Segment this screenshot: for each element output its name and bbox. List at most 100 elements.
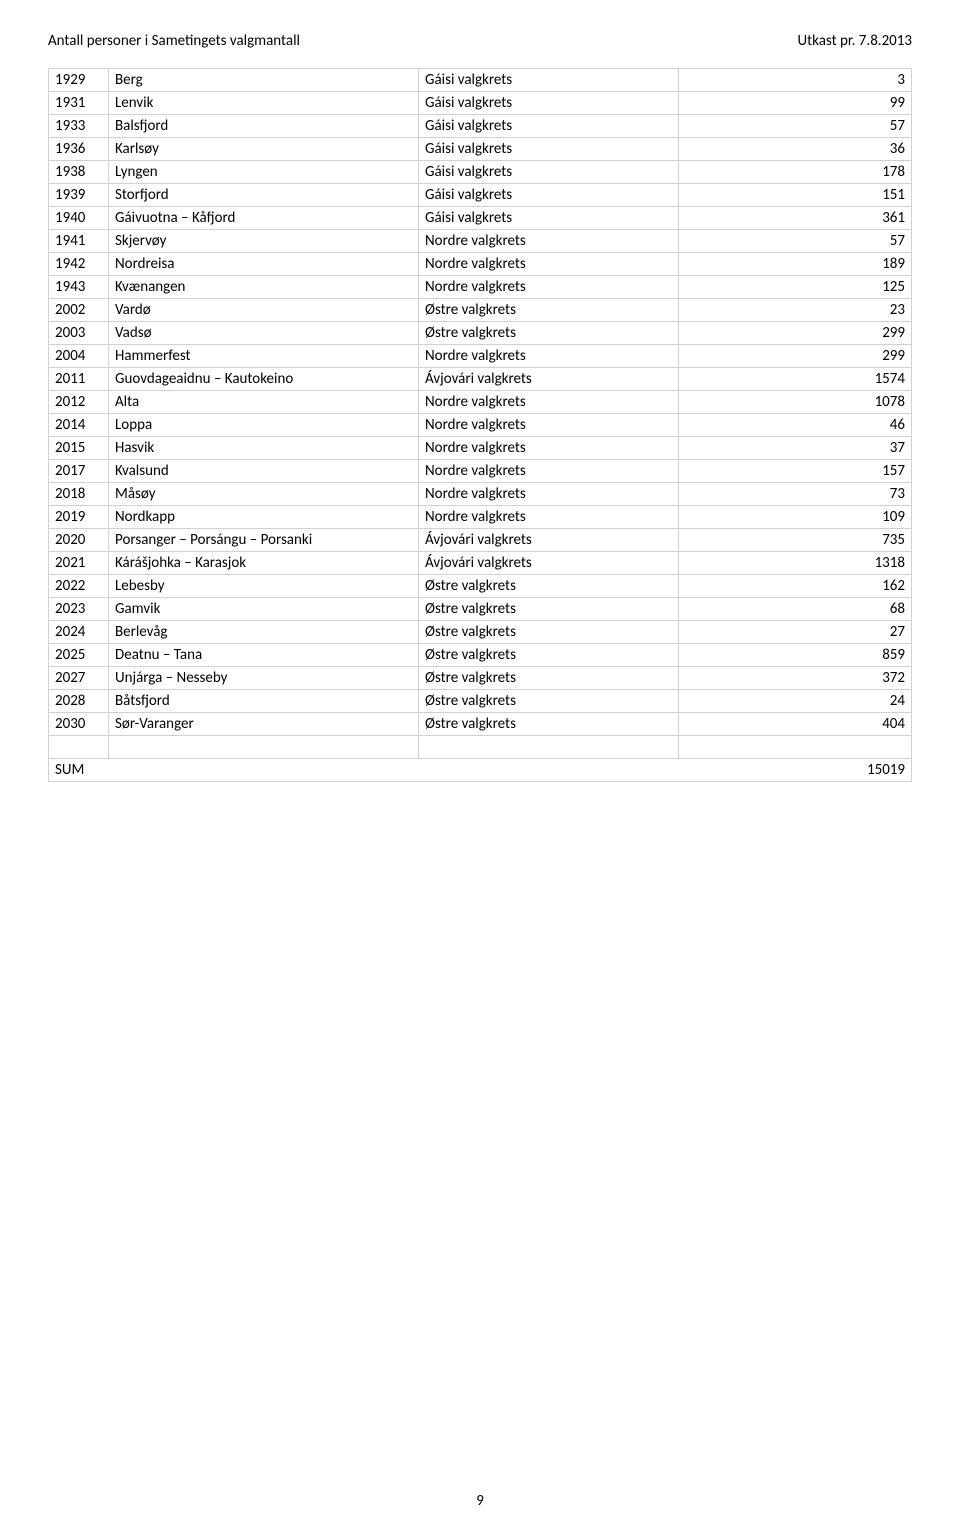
table-row: 2004HammerfestNordre valgkrets299 [49, 345, 912, 368]
page-header: Antall personer i Sametingets valgmantal… [48, 32, 912, 50]
table-cell: Nordre valgkrets [419, 391, 679, 414]
sum-cell [109, 759, 419, 782]
table-cell: Nordre valgkrets [419, 345, 679, 368]
table-cell: 73 [679, 483, 912, 506]
table-cell: 36 [679, 138, 912, 161]
table-row: 1941SkjervøyNordre valgkrets57 [49, 230, 912, 253]
table-cell: 2002 [49, 299, 109, 322]
table-cell: 2020 [49, 529, 109, 552]
table-cell: 2021 [49, 552, 109, 575]
table-cell: 68 [679, 598, 912, 621]
table-cell: Østre valgkrets [419, 598, 679, 621]
table-cell: Ávjovári valgkrets [419, 368, 679, 391]
table-cell: 125 [679, 276, 912, 299]
table-cell: Deatnu – Tana [109, 644, 419, 667]
table-cell: Gáisi valgkrets [419, 161, 679, 184]
table-cell: Lyngen [109, 161, 419, 184]
table-row: 1929BergGáisi valgkrets3 [49, 69, 912, 92]
table-cell: 859 [679, 644, 912, 667]
table-row: 2028BåtsfjordØstre valgkrets24 [49, 690, 912, 713]
table-cell: 2014 [49, 414, 109, 437]
table-cell: Nordkapp [109, 506, 419, 529]
table-cell: 27 [679, 621, 912, 644]
table-cell: Balsfjord [109, 115, 419, 138]
table-row: 2023GamvikØstre valgkrets68 [49, 598, 912, 621]
table-cell: 23 [679, 299, 912, 322]
table-cell: 24 [679, 690, 912, 713]
table-row: 2012AltaNordre valgkrets1078 [49, 391, 912, 414]
table-cell: 2018 [49, 483, 109, 506]
table-cell: 2017 [49, 460, 109, 483]
sum-label: SUM [49, 759, 109, 782]
table-row: 2030Sør-VarangerØstre valgkrets404 [49, 713, 912, 736]
table-cell: Lebesby [109, 575, 419, 598]
table-cell: Båtsfjord [109, 690, 419, 713]
table-cell: 2022 [49, 575, 109, 598]
page: Antall personer i Sametingets valgmantal… [0, 0, 960, 1538]
table-row: 2020Porsanger – Porsángu – PorsankiÁvjov… [49, 529, 912, 552]
table-cell: 2003 [49, 322, 109, 345]
header-left: Antall personer i Sametingets valgmantal… [48, 32, 300, 50]
table-cell: 46 [679, 414, 912, 437]
table-row: 2014LoppaNordre valgkrets46 [49, 414, 912, 437]
table-cell: Ávjovári valgkrets [419, 529, 679, 552]
table-cell: Hammerfest [109, 345, 419, 368]
table-cell: Østre valgkrets [419, 713, 679, 736]
table-cell: Østre valgkrets [419, 575, 679, 598]
table-row: 2015HasvikNordre valgkrets37 [49, 437, 912, 460]
table-row: 2024BerlevågØstre valgkrets27 [49, 621, 912, 644]
table-cell: Hasvik [109, 437, 419, 460]
table-cell: 735 [679, 529, 912, 552]
table-row: 2003VadsøØstre valgkrets299 [49, 322, 912, 345]
table-cell: 2028 [49, 690, 109, 713]
table-row: 1931LenvikGáisi valgkrets99 [49, 92, 912, 115]
table-cell: 1940 [49, 207, 109, 230]
table-cell: 2015 [49, 437, 109, 460]
sum-cell [419, 759, 679, 782]
table-row: 2027Unjárga – NessebyØstre valgkrets372 [49, 667, 912, 690]
header-right: Utkast pr. 7.8.2013 [798, 32, 912, 50]
spacer-cell [679, 736, 912, 759]
table-cell: Gáisi valgkrets [419, 207, 679, 230]
table-cell: 2030 [49, 713, 109, 736]
table-cell: Unjárga – Nesseby [109, 667, 419, 690]
table-cell: 2024 [49, 621, 109, 644]
table-cell: Alta [109, 391, 419, 414]
table-cell: Nordre valgkrets [419, 414, 679, 437]
table-cell: 189 [679, 253, 912, 276]
table-cell: Nordre valgkrets [419, 483, 679, 506]
table-cell: Ávjovári valgkrets [419, 552, 679, 575]
table-cell: 2004 [49, 345, 109, 368]
table-cell: 361 [679, 207, 912, 230]
table-row: 2021Kárášjohka – KarasjokÁvjovári valgkr… [49, 552, 912, 575]
page-number: 9 [0, 1492, 960, 1510]
table-cell: 178 [679, 161, 912, 184]
table-cell: Kárášjohka – Karasjok [109, 552, 419, 575]
table-cell: 1931 [49, 92, 109, 115]
table-cell: Porsanger – Porsángu – Porsanki [109, 529, 419, 552]
table-cell: Gáisi valgkrets [419, 115, 679, 138]
data-table: 1929BergGáisi valgkrets31931LenvikGáisi … [48, 68, 912, 782]
table-cell: 1929 [49, 69, 109, 92]
table-row: 1936KarlsøyGáisi valgkrets36 [49, 138, 912, 161]
table-cell: Nordreisa [109, 253, 419, 276]
table-cell: Sør-Varanger [109, 713, 419, 736]
table-cell: Nordre valgkrets [419, 253, 679, 276]
table-cell: Østre valgkrets [419, 322, 679, 345]
table-row: 1943KvænangenNordre valgkrets125 [49, 276, 912, 299]
table-cell: Lenvik [109, 92, 419, 115]
table-cell: 1318 [679, 552, 912, 575]
table-cell: Måsøy [109, 483, 419, 506]
sum-value: 15019 [679, 759, 912, 782]
table-row: 2025Deatnu – TanaØstre valgkrets859 [49, 644, 912, 667]
table-cell: Gáisi valgkrets [419, 184, 679, 207]
table-cell: Vadsø [109, 322, 419, 345]
spacer-cell [419, 736, 679, 759]
table-cell: 1941 [49, 230, 109, 253]
table-cell: 1943 [49, 276, 109, 299]
table-cell: 37 [679, 437, 912, 460]
table-cell: 157 [679, 460, 912, 483]
table-cell: Guovdageaidnu – Kautokeino [109, 368, 419, 391]
table-cell: Loppa [109, 414, 419, 437]
table-cell: Gáivuotna – Kåfjord [109, 207, 419, 230]
